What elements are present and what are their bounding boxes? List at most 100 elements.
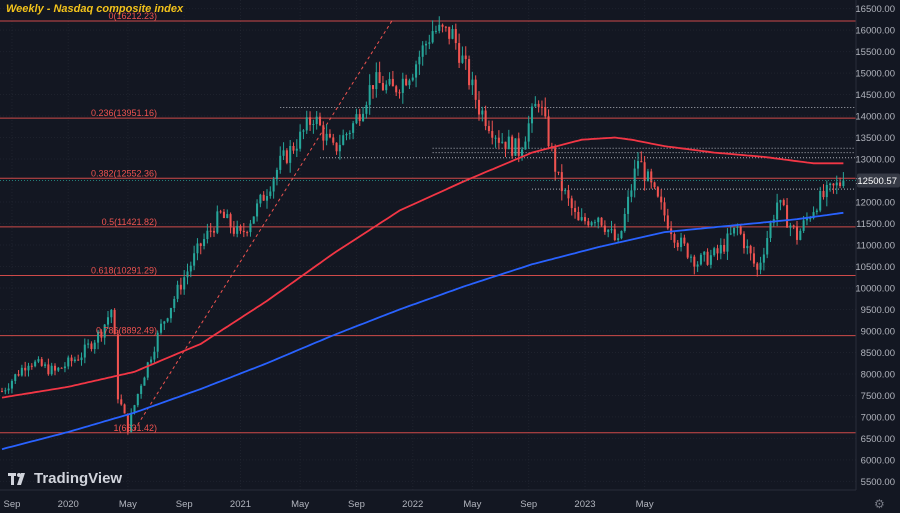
candle-body [590, 222, 593, 226]
candle-body [656, 187, 659, 197]
candle-body [216, 211, 219, 233]
candle-body [27, 365, 30, 371]
candle-body [557, 171, 560, 173]
candle-body [461, 55, 464, 63]
candle-body [839, 182, 842, 187]
candle-body [507, 136, 510, 150]
candle-body [176, 284, 179, 299]
candle-body [232, 227, 235, 234]
x-tick-label: Sep [3, 499, 20, 510]
candle-body [534, 103, 537, 107]
candle-body [405, 78, 408, 86]
candle-body [703, 251, 706, 255]
gear-icon[interactable]: ⚙ [874, 497, 885, 511]
candle-body [673, 234, 676, 243]
candle-body [212, 230, 216, 233]
candle-body [789, 225, 792, 228]
candle-body [67, 357, 70, 367]
candle-body [759, 262, 762, 270]
candle-body [587, 221, 590, 226]
candle-body [110, 309, 113, 318]
candle-body [650, 171, 653, 183]
candle-body [305, 117, 308, 131]
candle-body [146, 362, 149, 378]
candle-body [537, 103, 540, 107]
candle-body [163, 321, 166, 324]
candle-body [355, 114, 358, 124]
candle-body [150, 359, 153, 363]
candle-body [627, 196, 630, 214]
candle-body [362, 113, 365, 121]
candle-body [822, 190, 825, 198]
candle-body [713, 248, 716, 256]
candle-body [471, 79, 474, 86]
candle-body [782, 200, 785, 206]
candle-body [653, 182, 656, 188]
candle-body [524, 141, 527, 150]
candle-body [726, 233, 729, 252]
candle-body [199, 243, 202, 246]
candle-body [106, 317, 110, 325]
candle-body [418, 56, 421, 65]
candle-body [491, 131, 494, 138]
candle-body [17, 374, 20, 376]
candle-body [680, 237, 683, 248]
candle-body [388, 78, 391, 85]
y-tick-label: 6000.00 [861, 455, 895, 466]
candle-body [451, 29, 454, 39]
last-price-tag-bg [857, 173, 900, 188]
y-tick-label: 6500.00 [861, 434, 895, 445]
y-tick-label: 9000.00 [861, 326, 895, 337]
fib-level-label: 1(6631.42) [113, 423, 157, 433]
y-tick-label: 5500.00 [861, 477, 895, 488]
candle-body [464, 55, 467, 60]
x-tick-label: May [463, 499, 481, 510]
candle-body [829, 183, 832, 186]
candle-body [63, 366, 66, 369]
y-tick-label: 11500.00 [856, 219, 895, 230]
y-tick-label: 10000.00 [855, 283, 895, 294]
candle-body [421, 45, 424, 57]
candle-body [249, 223, 252, 233]
candle-body [636, 161, 640, 169]
candle-body [365, 104, 368, 114]
candle-body [169, 308, 172, 319]
candle-body [577, 211, 580, 221]
candle-body [693, 256, 696, 267]
y-tick-label: 8500.00 [861, 348, 895, 359]
candle-body [153, 351, 156, 360]
candle-body [431, 31, 434, 43]
trend-line [134, 19, 394, 431]
candle-body [603, 225, 606, 232]
candle-body [530, 106, 534, 124]
candle-body [37, 359, 40, 362]
candle-body [567, 190, 570, 199]
candle-body [689, 256, 693, 258]
logo-text: TradingView [34, 470, 123, 487]
candle-body [312, 123, 315, 125]
candle-body [30, 365, 33, 367]
moving-average-short-line [1, 136, 844, 399]
candle-body [676, 242, 679, 248]
candle-body [282, 150, 285, 156]
candle-body [348, 132, 351, 135]
candle-body [50, 365, 53, 375]
candle-body [719, 244, 722, 254]
candle-body [90, 343, 93, 350]
candle-body [458, 43, 461, 63]
candle-body [825, 185, 828, 198]
candle-body [342, 135, 345, 145]
tradingview-logo: TradingView [8, 470, 122, 487]
candle-body [265, 196, 269, 201]
candle-body [805, 218, 808, 221]
candle-body [809, 218, 812, 220]
candle-body [395, 86, 398, 93]
candle-body [222, 211, 225, 219]
candle-body [795, 226, 799, 240]
last-price-label: 12500.57 [857, 176, 897, 187]
candle-body [60, 367, 63, 369]
candle-body [779, 200, 782, 203]
candle-body [630, 190, 633, 197]
candle-body [70, 357, 73, 362]
